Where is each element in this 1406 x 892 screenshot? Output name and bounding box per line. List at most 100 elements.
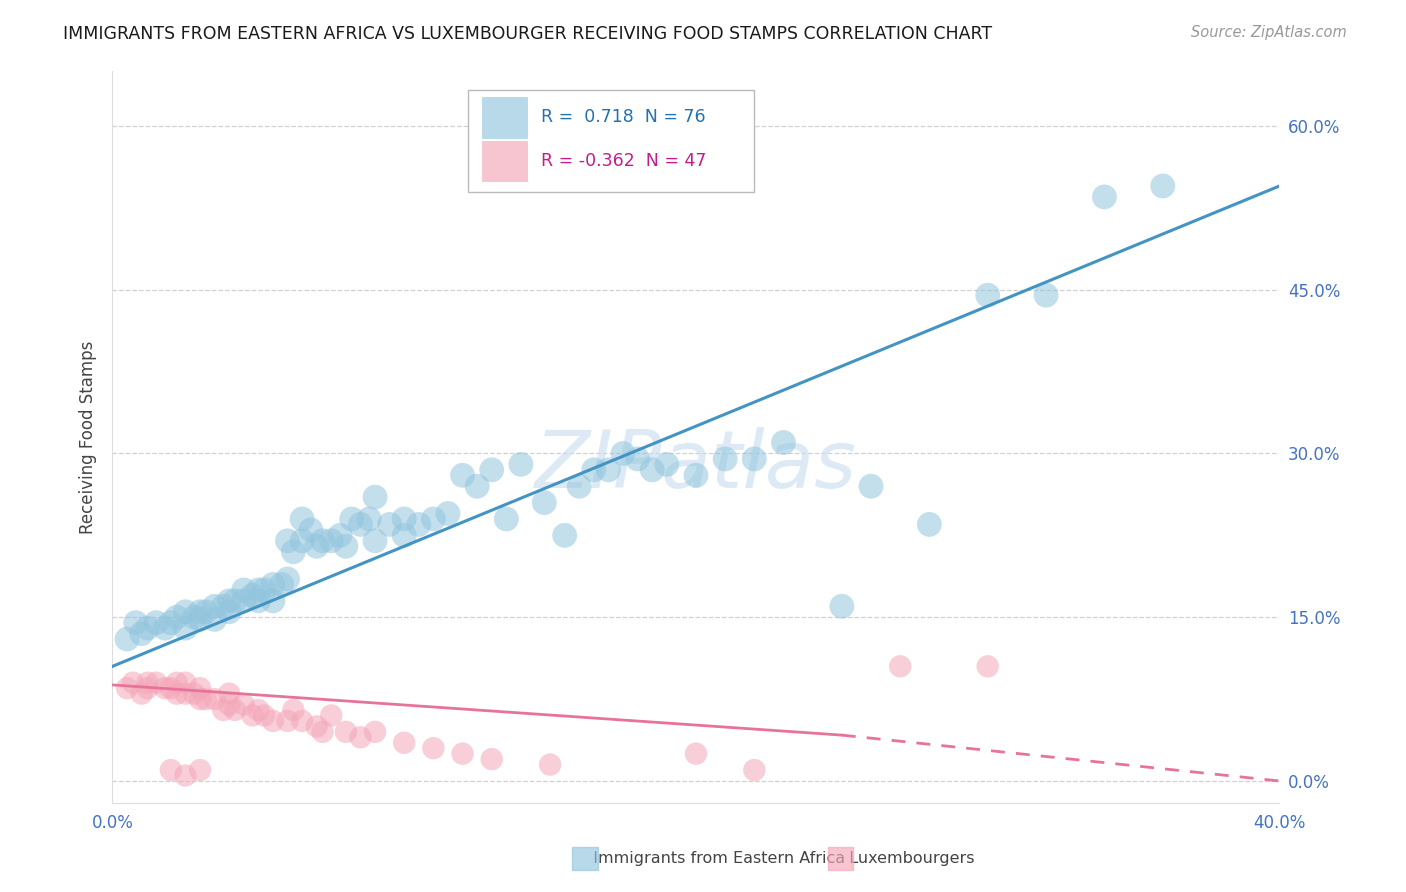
Point [299,523,322,537]
Point [742,451,765,466]
Point [394,736,416,750]
Point [218,687,240,701]
Point [212,703,235,717]
Text: ZIPatlas: ZIPatlas [534,427,858,506]
Point [204,599,226,614]
Point [183,610,205,624]
Point [340,512,363,526]
Point [364,724,387,739]
Point [253,708,276,723]
Point [359,512,381,526]
Point [160,681,183,695]
Point [153,621,176,635]
Point [188,692,211,706]
Point [160,763,183,777]
Point [183,687,205,701]
Point [321,533,343,548]
Text: IMMIGRANTS FROM EASTERN AFRICA VS LUXEMBOURGER RECEIVING FOOD STAMPS CORRELATION: IMMIGRANTS FROM EASTERN AFRICA VS LUXEMB… [63,25,993,43]
Point [422,741,444,756]
Point [218,594,240,608]
Point [232,594,254,608]
Point [166,687,188,701]
Point [627,451,650,466]
Point [166,675,188,690]
Point [262,714,284,728]
Point [742,763,765,777]
Point [283,545,305,559]
Point [305,719,328,733]
Point [218,698,240,712]
FancyBboxPatch shape [468,90,755,192]
Point [145,615,167,630]
Text: Immigrants from Eastern Africa: Immigrants from Eastern Africa [583,851,845,865]
Point [174,621,197,635]
Point [232,582,254,597]
Point [538,757,561,772]
Bar [482,141,527,181]
Point [153,681,176,695]
Point [262,577,284,591]
Point [194,605,217,619]
Point [495,512,517,526]
Text: R = -0.362  N = 47: R = -0.362 N = 47 [541,153,706,170]
Point [188,681,211,695]
Point [481,752,503,766]
Point [194,692,217,706]
Point [174,675,197,690]
Point [276,572,298,586]
Text: R =  0.718  N = 76: R = 0.718 N = 76 [541,109,706,127]
Point [276,533,298,548]
Point [145,675,167,690]
Point [204,612,226,626]
Point [174,687,197,701]
Point [311,724,333,739]
Point [1035,288,1057,302]
Point [125,615,148,630]
Point [276,714,298,728]
Point [321,708,343,723]
Point [918,517,941,532]
Point [976,288,998,302]
Point [270,577,292,591]
Point [533,495,555,509]
Point [305,539,328,553]
Point [291,512,314,526]
Point [685,747,707,761]
Point [1094,190,1116,204]
Point [860,479,883,493]
Point [451,468,474,483]
Point [136,681,159,695]
Bar [482,97,527,137]
Point [394,528,416,542]
Point [329,528,352,542]
Point [408,517,430,532]
Point [465,479,488,493]
Point [335,539,357,553]
Point [174,605,197,619]
Point [582,463,605,477]
Point [262,594,284,608]
Point [976,659,998,673]
Point [394,512,416,526]
Y-axis label: Receiving Food Stamps: Receiving Food Stamps [79,341,97,533]
Point [772,435,794,450]
Point [247,703,270,717]
Point [685,468,707,483]
Point [242,708,264,723]
Point [1152,179,1174,194]
Point [131,687,153,701]
Point [422,512,444,526]
Point [349,517,371,532]
Point [641,463,664,477]
Point [188,612,211,626]
Point [174,768,197,782]
Point [554,528,576,542]
Point [166,610,188,624]
Point [481,463,503,477]
Point [212,599,235,614]
Point [437,507,460,521]
Point [378,517,401,532]
Point [232,698,254,712]
Point [218,605,240,619]
Point [188,605,211,619]
